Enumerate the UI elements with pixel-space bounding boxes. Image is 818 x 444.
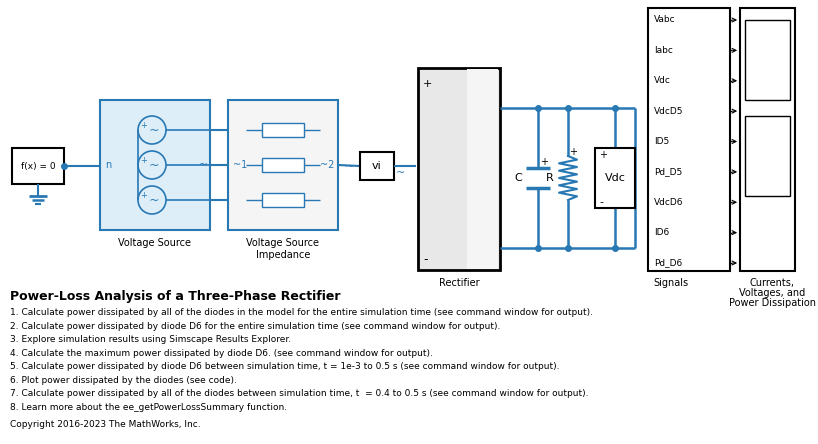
Text: 1. Calculate power dissipated by all of the diodes in the model for the entire s: 1. Calculate power dissipated by all of … xyxy=(10,308,593,317)
Text: ID5: ID5 xyxy=(654,137,669,146)
Text: ~: ~ xyxy=(344,162,354,172)
Text: Copyright 2016-2023 The MathWorks, Inc.: Copyright 2016-2023 The MathWorks, Inc. xyxy=(10,420,200,429)
Text: +: + xyxy=(141,155,147,164)
Text: 4. Calculate the maximum power dissipated by diode D6. (see command window for o: 4. Calculate the maximum power dissipate… xyxy=(10,349,433,357)
Bar xyxy=(740,8,795,271)
Text: +: + xyxy=(599,150,607,160)
Text: vi: vi xyxy=(372,161,382,171)
Bar xyxy=(228,100,338,230)
Text: +: + xyxy=(569,147,577,157)
Bar xyxy=(595,148,635,208)
Text: R: R xyxy=(546,173,554,183)
Text: Currents,: Currents, xyxy=(750,278,795,288)
Text: 8. Learn more about the ee_getPowerLossSummary function.: 8. Learn more about the ee_getPowerLossS… xyxy=(10,403,287,412)
Bar xyxy=(360,152,394,180)
Text: 2. Calculate power dissipated by diode D6 for the entire simulation time (see co: 2. Calculate power dissipated by diode D… xyxy=(10,321,501,330)
Bar xyxy=(262,193,304,207)
Text: 6. Plot power dissipated by the diodes (see code).: 6. Plot power dissipated by the diodes (… xyxy=(10,376,237,385)
Bar xyxy=(100,100,210,230)
Bar xyxy=(648,8,730,271)
Text: Rectifier: Rectifier xyxy=(438,278,479,288)
Circle shape xyxy=(138,116,166,144)
Bar xyxy=(418,68,500,270)
Text: ~: ~ xyxy=(149,194,160,206)
Text: Vdc: Vdc xyxy=(605,173,626,183)
Text: -: - xyxy=(423,254,428,266)
Text: C: C xyxy=(515,173,522,183)
Bar xyxy=(745,116,790,196)
Text: ID6: ID6 xyxy=(654,228,669,237)
Text: 7. Calculate power dissipated by all of the diodes between simulation time, t  =: 7. Calculate power dissipated by all of … xyxy=(10,389,588,398)
Text: -: - xyxy=(599,197,603,207)
Text: Power Dissipation: Power Dissipation xyxy=(729,298,816,308)
Text: Power-Loss Analysis of a Three-Phase Rectifier: Power-Loss Analysis of a Three-Phase Rec… xyxy=(10,290,340,303)
Text: ~: ~ xyxy=(396,168,405,178)
Text: n: n xyxy=(105,160,111,170)
Text: ~2: ~2 xyxy=(320,160,334,170)
Bar xyxy=(12,148,64,184)
Text: Iabc: Iabc xyxy=(654,46,673,55)
Text: Voltage Source
Impedance: Voltage Source Impedance xyxy=(246,238,320,260)
Text: VdcD6: VdcD6 xyxy=(654,198,684,207)
Text: Pd_D6: Pd_D6 xyxy=(654,258,682,267)
Text: ~: ~ xyxy=(149,159,160,171)
Text: Voltage Source: Voltage Source xyxy=(119,238,191,248)
Bar xyxy=(745,20,790,100)
Text: +: + xyxy=(540,157,548,167)
Circle shape xyxy=(138,151,166,179)
Text: +: + xyxy=(141,120,147,130)
Text: Vdc: Vdc xyxy=(654,76,671,85)
Text: ~: ~ xyxy=(149,123,160,136)
Bar xyxy=(262,123,304,137)
Text: Pd_D5: Pd_D5 xyxy=(654,167,682,176)
Text: Voltages, and: Voltages, and xyxy=(739,288,806,298)
Text: 3. Explore simulation results using Simscape Results Explorer.: 3. Explore simulation results using Sims… xyxy=(10,335,291,344)
Text: ~: ~ xyxy=(199,160,208,170)
Text: Signals: Signals xyxy=(654,278,689,288)
Circle shape xyxy=(138,186,166,214)
Text: ~1: ~1 xyxy=(233,160,247,170)
Bar xyxy=(262,158,304,172)
Bar xyxy=(467,69,498,269)
Text: 5. Calculate power dissipated by diode D6 between simulation time, t = 1e-3 to 0: 5. Calculate power dissipated by diode D… xyxy=(10,362,560,371)
Text: Vabc: Vabc xyxy=(654,16,676,24)
Text: VdcD5: VdcD5 xyxy=(654,107,684,115)
Text: +: + xyxy=(423,79,433,89)
Text: f(x) = 0: f(x) = 0 xyxy=(20,162,56,170)
Text: +: + xyxy=(141,190,147,199)
